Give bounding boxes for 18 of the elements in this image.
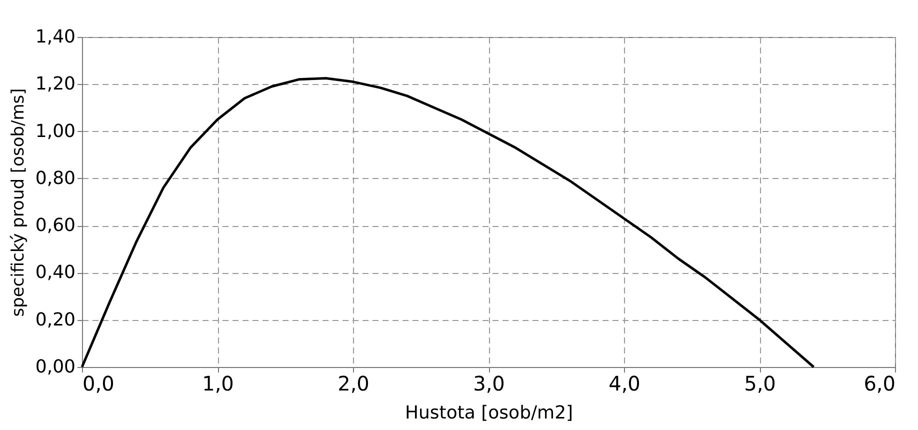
x-tick-label: 5,0	[744, 372, 776, 396]
y-tick-label: 0,20	[35, 309, 76, 330]
x-tick-label: 1,0	[202, 372, 234, 396]
line-series	[80, 77, 815, 368]
y-tick-label: 0,40	[35, 262, 76, 284]
y-tick-label: 1,40	[35, 26, 76, 48]
x-axis-title: Hustota [osob/m2]	[404, 402, 574, 424]
y-tick-label: 0,60	[35, 215, 76, 236]
x-tick-label: 0,0	[82, 372, 114, 396]
x-tick-label: 6,0	[864, 372, 896, 396]
y-axis-title: specifický proud [osob/ms]	[8, 88, 28, 317]
y-tick-label: 0,00	[35, 356, 76, 378]
x-tick-label: 4,0	[608, 372, 640, 396]
y-tick-label: 0,80	[35, 168, 76, 189]
x-tick-label: 3,0	[473, 372, 505, 396]
y-tick-label: 1,20	[35, 74, 76, 95]
y-tick-label: 1,00	[35, 120, 76, 142]
x-tick-label: 2,0	[338, 372, 370, 396]
